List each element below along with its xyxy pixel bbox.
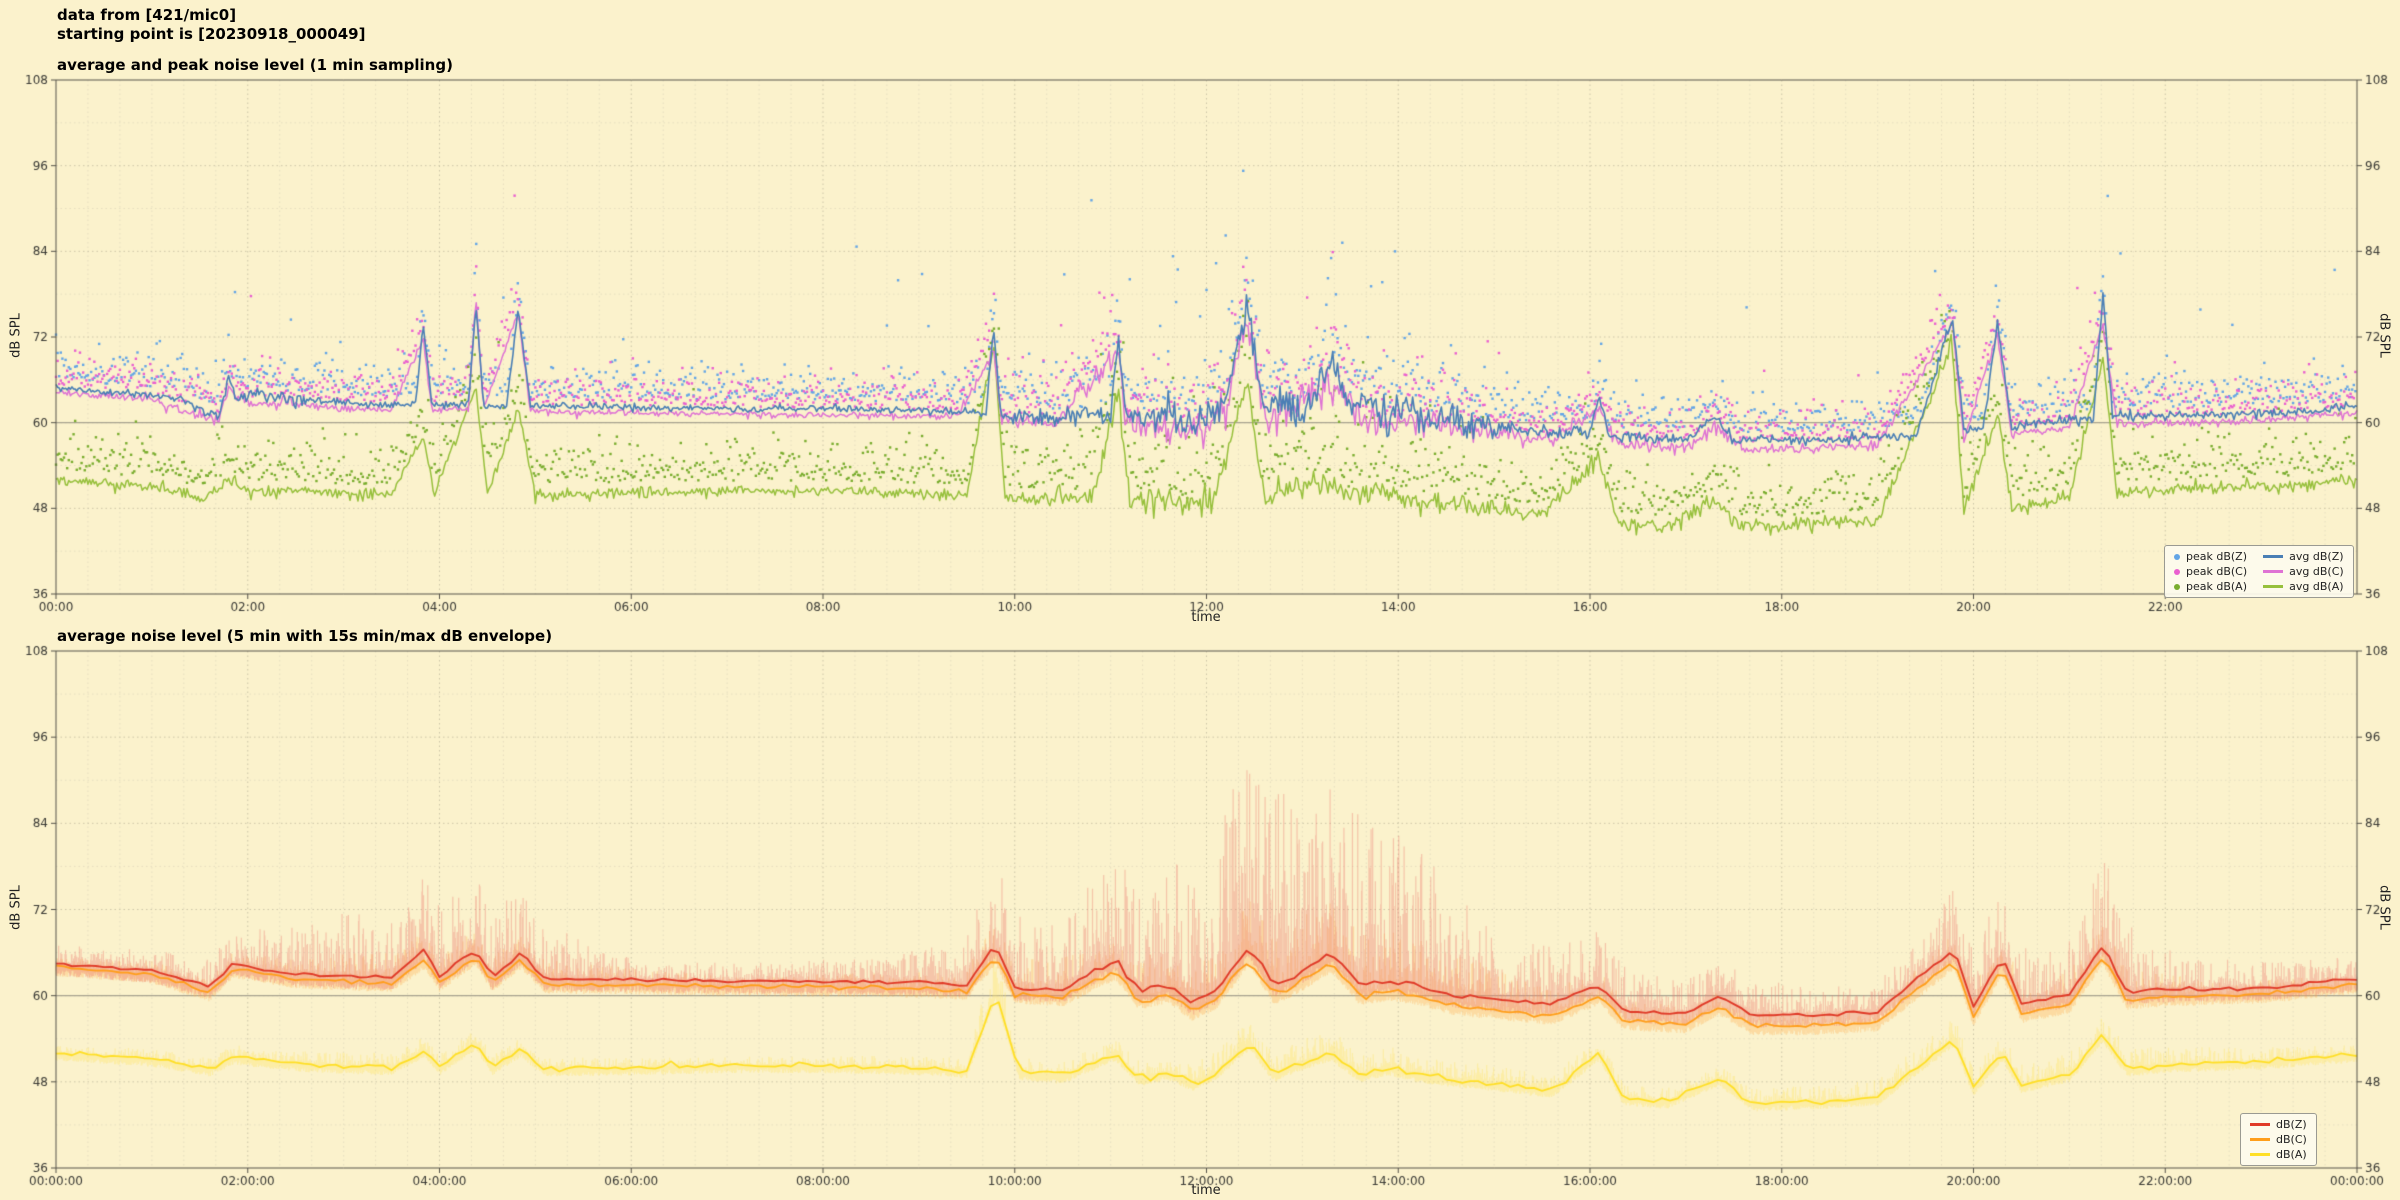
legend-item-avg-dbc: avg dB(C): [2263, 565, 2344, 578]
legend-label-peak-dba: peak dB(A): [2186, 580, 2247, 593]
dbz-swatch-icon: [2250, 1123, 2270, 1126]
chart1-title: average and peak noise level (1 min samp…: [57, 56, 453, 74]
avg-dbc-swatch-icon: [2263, 570, 2284, 573]
peak-dbc-swatch-icon: [2174, 568, 2180, 575]
legend-item-dbc: dB(C): [2250, 1133, 2307, 1146]
chart1-ylabel-left: dB SPL: [8, 313, 24, 358]
chart2-legend: dB(Z) dB(C) dB(A): [2240, 1113, 2317, 1166]
peak-dbz-swatch-icon: [2174, 553, 2180, 560]
avg-dba-swatch-icon: [2263, 585, 2284, 588]
dba-swatch-icon: [2250, 1153, 2270, 1156]
header-line1: data from [421/mic0]: [57, 6, 237, 24]
legend-item-dba: dB(A): [2250, 1148, 2307, 1161]
chart2-xlabel: time: [1191, 1183, 1221, 1198]
chart2-ylabel-right: dB SPL: [2376, 885, 2392, 930]
legend-label-peak-dbc: peak dB(C): [2186, 565, 2248, 578]
chart1-xlabel: time: [1191, 610, 1221, 625]
legend-label-dbz: dB(Z): [2276, 1118, 2307, 1131]
chart2-ylabel-left: dB SPL: [8, 885, 24, 930]
legend-item-avg-dbz: avg dB(Z): [2263, 550, 2344, 563]
legend-item-peak-dbz: peak dB(Z): [2174, 550, 2247, 563]
dbc-swatch-icon: [2250, 1138, 2270, 1141]
chart2-title: average noise level (5 min with 15s min/…: [57, 627, 553, 645]
peak-dba-swatch-icon: [2174, 583, 2180, 590]
legend-item-dbz: dB(Z): [2250, 1118, 2307, 1131]
chart1-ylabel-right: dB SPL: [2376, 313, 2392, 358]
legend-item-avg-dba: avg dB(A): [2263, 580, 2344, 593]
legend-label-dbc: dB(C): [2276, 1133, 2307, 1146]
legend-label-avg-dba: avg dB(A): [2289, 580, 2344, 593]
legend-label-dba: dB(A): [2276, 1148, 2307, 1161]
legend-label-avg-dbc: avg dB(C): [2289, 565, 2344, 578]
legend-label-avg-dbz: avg dB(Z): [2289, 550, 2344, 563]
legend-item-peak-dbc: peak dB(C): [2174, 565, 2247, 578]
legend-item-peak-dba: peak dB(A): [2174, 580, 2247, 593]
header-line2: starting point is [20230918_000049]: [57, 25, 366, 43]
legend-label-peak-dbz: peak dB(Z): [2186, 550, 2248, 563]
header: data from [421/mic0] starting point is […: [57, 6, 365, 44]
avg-dbz-swatch-icon: [2263, 555, 2284, 558]
chart1-legend: peak dB(Z) avg dB(Z) peak dB(C) avg dB(C…: [2164, 545, 2354, 598]
